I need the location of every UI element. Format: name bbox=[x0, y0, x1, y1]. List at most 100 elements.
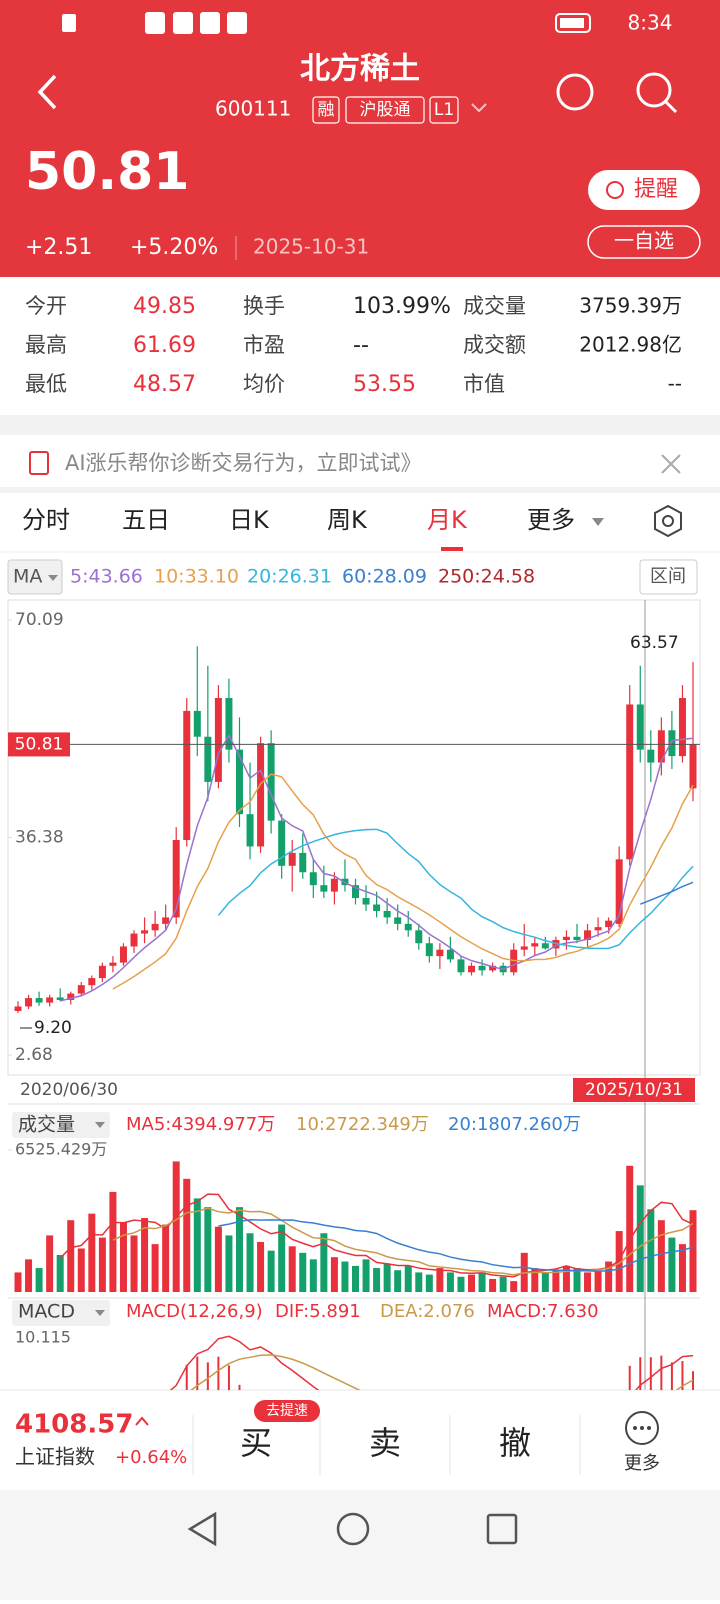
macd-item: MACD:7.630 bbox=[487, 1301, 599, 1322]
candle-body bbox=[98, 965, 106, 979]
caret bbox=[95, 1122, 105, 1128]
candle-body bbox=[531, 943, 539, 947]
ma-legend-item: 60:28.09 bbox=[342, 566, 427, 588]
ai-icon bbox=[29, 451, 49, 475]
ma-button[interactable] bbox=[7, 559, 63, 595]
tab[interactable]: 周K bbox=[327, 506, 368, 534]
stat-label: 最低 bbox=[25, 372, 67, 396]
remind: 提醒 bbox=[634, 177, 678, 202]
candle-body bbox=[657, 730, 665, 763]
candle-body bbox=[172, 839, 180, 918]
volume-bar bbox=[193, 1198, 201, 1292]
tab[interactable]: 日K bbox=[229, 506, 270, 534]
macd-button[interactable] bbox=[12, 1300, 110, 1326]
tab[interactable]: 五日 bbox=[122, 506, 170, 534]
end-date-box bbox=[573, 1078, 695, 1102]
volume-bar bbox=[636, 1185, 644, 1292]
volume-bar bbox=[183, 1178, 191, 1292]
volume-bar bbox=[668, 1237, 676, 1292]
candle-body bbox=[151, 923, 159, 931]
range-button[interactable] bbox=[639, 559, 698, 595]
index-value: 4108.57 bbox=[15, 1410, 133, 1440]
y-tick-label: 2.68 bbox=[15, 1045, 53, 1065]
badge-box bbox=[345, 96, 425, 124]
candle-body bbox=[489, 965, 497, 971]
vol-ma-item: MA5:4394.977万 bbox=[126, 1114, 275, 1135]
nav-recent[interactable] bbox=[486, 1513, 518, 1545]
candle-body bbox=[77, 985, 85, 994]
volume-bar bbox=[235, 1207, 243, 1292]
candle-body bbox=[478, 965, 486, 971]
volume-bar bbox=[130, 1235, 138, 1292]
more-label: 更多 bbox=[624, 1453, 660, 1474]
candle-body bbox=[67, 993, 75, 1001]
candle-body bbox=[668, 730, 676, 757]
banner-text: AI涨乐帮你诊断交易行为，立即试试》 bbox=[65, 451, 422, 475]
tab[interactable]: 更多 bbox=[527, 506, 575, 534]
candle-body bbox=[330, 878, 338, 892]
candle-body bbox=[267, 743, 275, 821]
volume-bar bbox=[330, 1257, 338, 1292]
nav-back[interactable] bbox=[187, 1511, 217, 1547]
trade-button[interactable]: 买 bbox=[240, 1424, 272, 1462]
stat-value: 103.99% bbox=[353, 294, 451, 319]
ma-legend-item: 20:26.31 bbox=[247, 566, 332, 588]
volume-bar bbox=[594, 1270, 602, 1292]
price: 50.81 bbox=[25, 142, 189, 202]
close-icon[interactable] bbox=[661, 454, 681, 474]
gap bbox=[0, 415, 720, 435]
volume-bar bbox=[446, 1272, 454, 1292]
volume-bar bbox=[309, 1259, 317, 1292]
settings-icon[interactable] bbox=[654, 504, 682, 538]
vol-button[interactable] bbox=[12, 1112, 110, 1138]
volume-bar bbox=[341, 1261, 349, 1292]
candle-body bbox=[689, 744, 697, 789]
volume-bar bbox=[383, 1263, 391, 1292]
candle-body bbox=[425, 943, 433, 957]
more-icon[interactable] bbox=[625, 1411, 659, 1445]
volume-bar bbox=[109, 1191, 117, 1292]
volume-bar bbox=[141, 1218, 149, 1292]
candle-body bbox=[214, 698, 222, 782]
badge-text: 去提速 bbox=[266, 1403, 308, 1419]
trade-button[interactable]: 撤 bbox=[499, 1424, 531, 1462]
vol-label: 成交量 bbox=[18, 1114, 75, 1136]
trade-button[interactable]: 卖 bbox=[369, 1424, 401, 1462]
footer-bg bbox=[0, 1390, 720, 1490]
tab[interactable]: 分时 bbox=[22, 506, 70, 534]
search-icon[interactable] bbox=[636, 72, 672, 108]
watchlist-button[interactable] bbox=[587, 225, 701, 259]
search-handle bbox=[664, 100, 678, 114]
caret bbox=[48, 575, 58, 581]
stat-value: 3759.39万 bbox=[579, 294, 682, 318]
volume-bar bbox=[562, 1265, 570, 1292]
volume-bar bbox=[77, 1248, 85, 1292]
stat-label: 换手 bbox=[243, 294, 285, 318]
back-icon[interactable] bbox=[37, 74, 57, 110]
stat-label: 成交量 bbox=[463, 294, 526, 318]
candle-body bbox=[605, 920, 613, 928]
badge bbox=[254, 1400, 320, 1422]
candle-body bbox=[352, 885, 359, 899]
candle-body bbox=[636, 704, 644, 750]
up-caret bbox=[135, 1416, 149, 1426]
volume-bar bbox=[404, 1265, 412, 1292]
vol-max-label: 6525.429万 bbox=[15, 1140, 107, 1159]
refresh-icon[interactable] bbox=[556, 73, 594, 111]
vol-ma-line bbox=[112, 1207, 694, 1276]
ma-label: MA bbox=[13, 566, 42, 588]
candle-body bbox=[14, 1006, 22, 1011]
candle-body bbox=[109, 962, 117, 966]
tab[interactable]: 月K bbox=[427, 506, 468, 534]
volume-bar bbox=[647, 1209, 655, 1292]
y-tick-label: 36.38 bbox=[15, 828, 64, 848]
title: 北方稀土 bbox=[300, 52, 420, 87]
remind-button[interactable] bbox=[588, 170, 700, 210]
nav-home[interactable] bbox=[336, 1512, 370, 1546]
volume-bar bbox=[394, 1270, 402, 1292]
volume-bar bbox=[373, 1268, 381, 1292]
volume-bar bbox=[478, 1272, 486, 1292]
more-caret bbox=[592, 518, 604, 526]
chevron[interactable] bbox=[471, 103, 487, 113]
volume-bar bbox=[246, 1233, 254, 1292]
